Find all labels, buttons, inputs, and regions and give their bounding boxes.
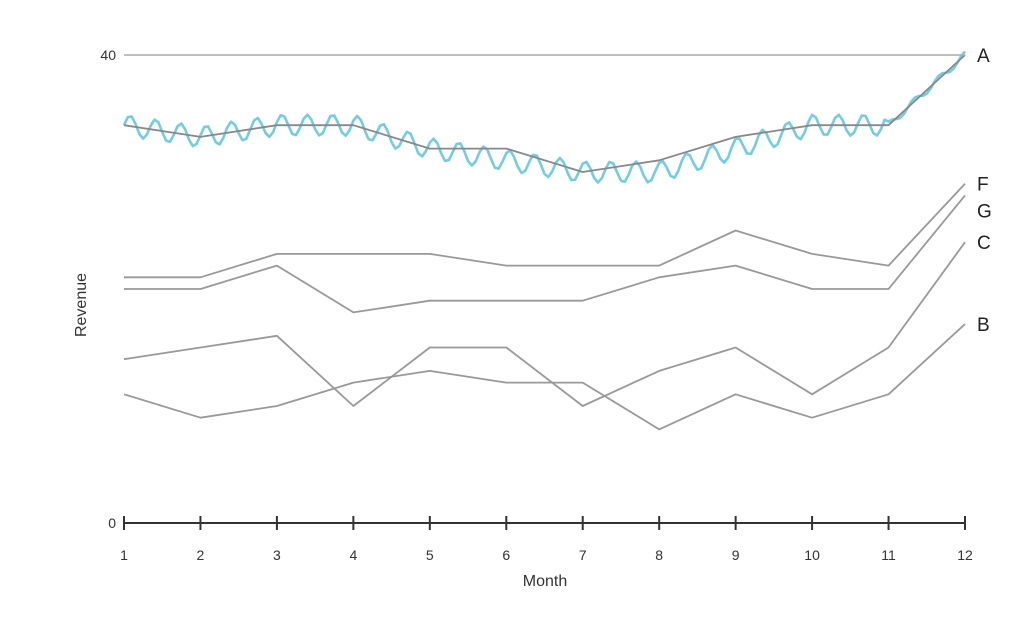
- x-tick-label: 10: [804, 547, 820, 563]
- x-tick-label: 11: [881, 547, 896, 563]
- x-axis: 1 2 3 4 5 6 7 8 9 10 11 12: [120, 516, 973, 563]
- x-tick-label: 3: [273, 547, 281, 563]
- y-axis-title: Revenue: [73, 273, 90, 337]
- x-tick-label: 4: [349, 547, 357, 563]
- x-tick-label: 5: [426, 547, 434, 563]
- series-label-c: C: [977, 233, 991, 254]
- y-tick-label: 40: [100, 47, 116, 63]
- highlight-overlay-line: [122, 50, 967, 184]
- x-tick-label: 8: [655, 547, 663, 563]
- series-line-g: [124, 194, 966, 314]
- series-label-a: A: [977, 46, 990, 67]
- y-axis: 0 40: [100, 47, 965, 531]
- series-label-b: B: [977, 315, 990, 336]
- x-axis-title: Month: [523, 573, 567, 590]
- series-line-a: [123, 54, 966, 173]
- x-tick-label: 2: [197, 547, 205, 563]
- x-tick-label: 12: [957, 547, 973, 563]
- series-line-f: [124, 183, 966, 279]
- series-label-g: G: [977, 202, 992, 223]
- series-line-c: [123, 241, 966, 407]
- x-tick-label: 6: [502, 547, 510, 563]
- y-tick-label: 0: [108, 515, 116, 531]
- series-line-b: [123, 323, 966, 431]
- highlight-overlay-layer: [122, 50, 967, 184]
- series-labels: A FGC B: [977, 46, 992, 336]
- series-layer: [123, 54, 966, 431]
- x-tick-label: 9: [732, 547, 740, 563]
- series-label-f: F: [977, 175, 989, 196]
- x-tick-label: 7: [579, 547, 587, 563]
- x-tick-label: 1: [120, 547, 128, 563]
